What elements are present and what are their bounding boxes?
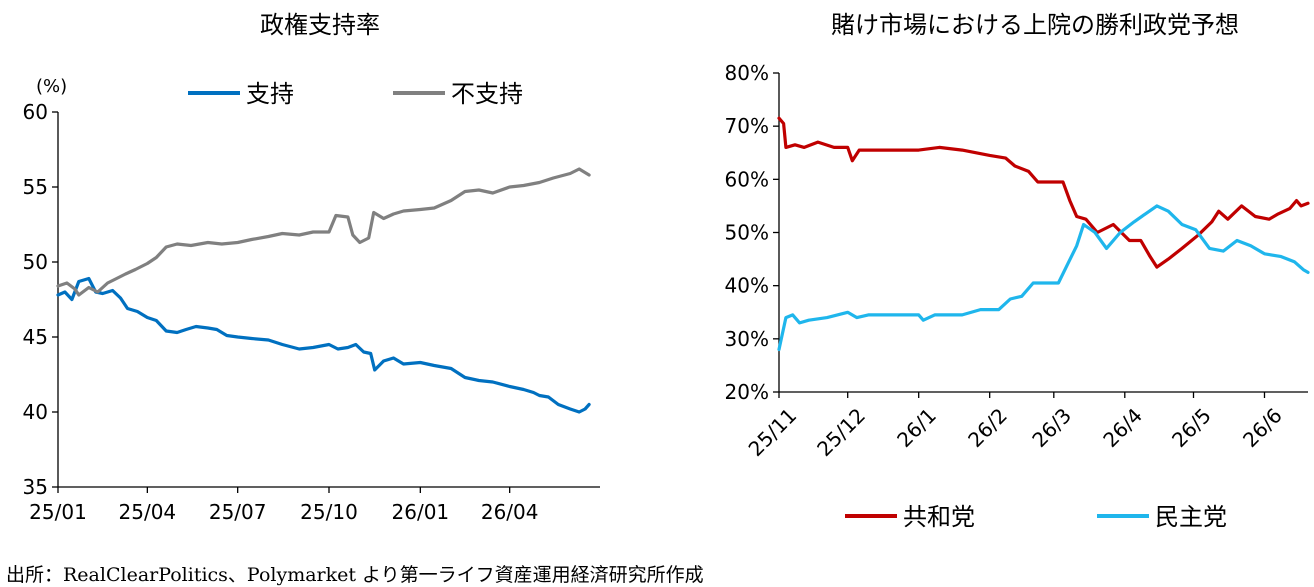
y-tick-label: 70% — [725, 114, 769, 138]
y-tick-label: 50 — [23, 250, 48, 274]
series-line-0 — [777, 116, 1310, 269]
y-tick-label: 80% — [725, 61, 769, 85]
source-note: 出所：RealClearPolitics、Polymarket より第一ライフ資… — [6, 564, 704, 586]
x-tick-label: 26/4 — [1098, 403, 1147, 452]
x-tick-label: 26/2 — [963, 403, 1012, 452]
series-line-1 — [777, 204, 1310, 352]
series-line-0 — [56, 276, 591, 414]
legend-disapprove-label: 不支持 — [451, 80, 523, 108]
approval-legend: 支持 不支持 — [188, 80, 523, 108]
x-tick-label: 25/07 — [209, 500, 267, 524]
approval-axes: 35 40 45 50 55 60 25/01 25/04 25/07 25/10 26/01 26/… — [23, 100, 600, 524]
senate-odds-legend: 共和党 民主党 — [845, 503, 1227, 531]
x-tick-label: 26/6 — [1238, 403, 1287, 452]
senate-odds-series — [777, 116, 1310, 352]
y-tick-label: 45 — [23, 325, 48, 349]
x-tick-label: 26/01 — [392, 500, 450, 524]
chart-canvas: 政権支持率 (%) 支持 不支持 35 40 45 50 55 60 25/01 25/04 2… — [23, 11, 1310, 531]
approval-chart-title: 政権支持率 — [260, 11, 380, 39]
y-tick-label: 60% — [725, 167, 769, 191]
x-tick-label: 25/10 — [300, 500, 358, 524]
x-tick-label: 25/12 — [812, 403, 870, 461]
y-tick-label: 40 — [23, 400, 48, 424]
y-tick-label: 60 — [23, 100, 48, 124]
approval-chart: 政権支持率 (%) 支持 不支持 35 40 45 50 55 60 25/01 25/04 2… — [23, 11, 600, 524]
y-tick-label: 20% — [725, 380, 769, 404]
x-tick-label: 25/04 — [119, 500, 177, 524]
x-tick-label: 26/3 — [1027, 403, 1076, 452]
y-tick-label: 40% — [725, 274, 769, 298]
x-tick-label: 25/01 — [29, 500, 87, 524]
legend-support-label: 支持 — [246, 80, 294, 108]
senate-odds-chart: 賭け市場における上院の勝利政党予想 20%30%40%50%60%70%80%2… — [725, 11, 1310, 531]
y-tick-label: 50% — [725, 221, 769, 245]
approval-series — [56, 167, 591, 414]
x-tick-label: 26/04 — [481, 500, 539, 524]
y-tick-label: 35 — [23, 475, 48, 499]
series-line-1 — [56, 167, 591, 297]
y-tick-label: 55 — [23, 175, 48, 199]
approval-y-unit: (%) — [36, 76, 67, 97]
x-tick-label: 26/5 — [1167, 403, 1216, 452]
legend-republican-label: 共和党 — [903, 503, 975, 531]
y-tick-label: 30% — [725, 327, 769, 351]
x-tick-label: 26/1 — [892, 403, 941, 452]
x-tick-label: 25/11 — [744, 403, 802, 461]
legend-democrat-label: 民主党 — [1155, 503, 1227, 531]
senate-odds-axes: 20% 30% 40% 50% 60% 70% 80% 25/11 25/12 26/1 26/2 2… — [725, 61, 1308, 461]
senate-odds-chart-title: 賭け市場における上院の勝利政党予想 — [831, 11, 1239, 39]
